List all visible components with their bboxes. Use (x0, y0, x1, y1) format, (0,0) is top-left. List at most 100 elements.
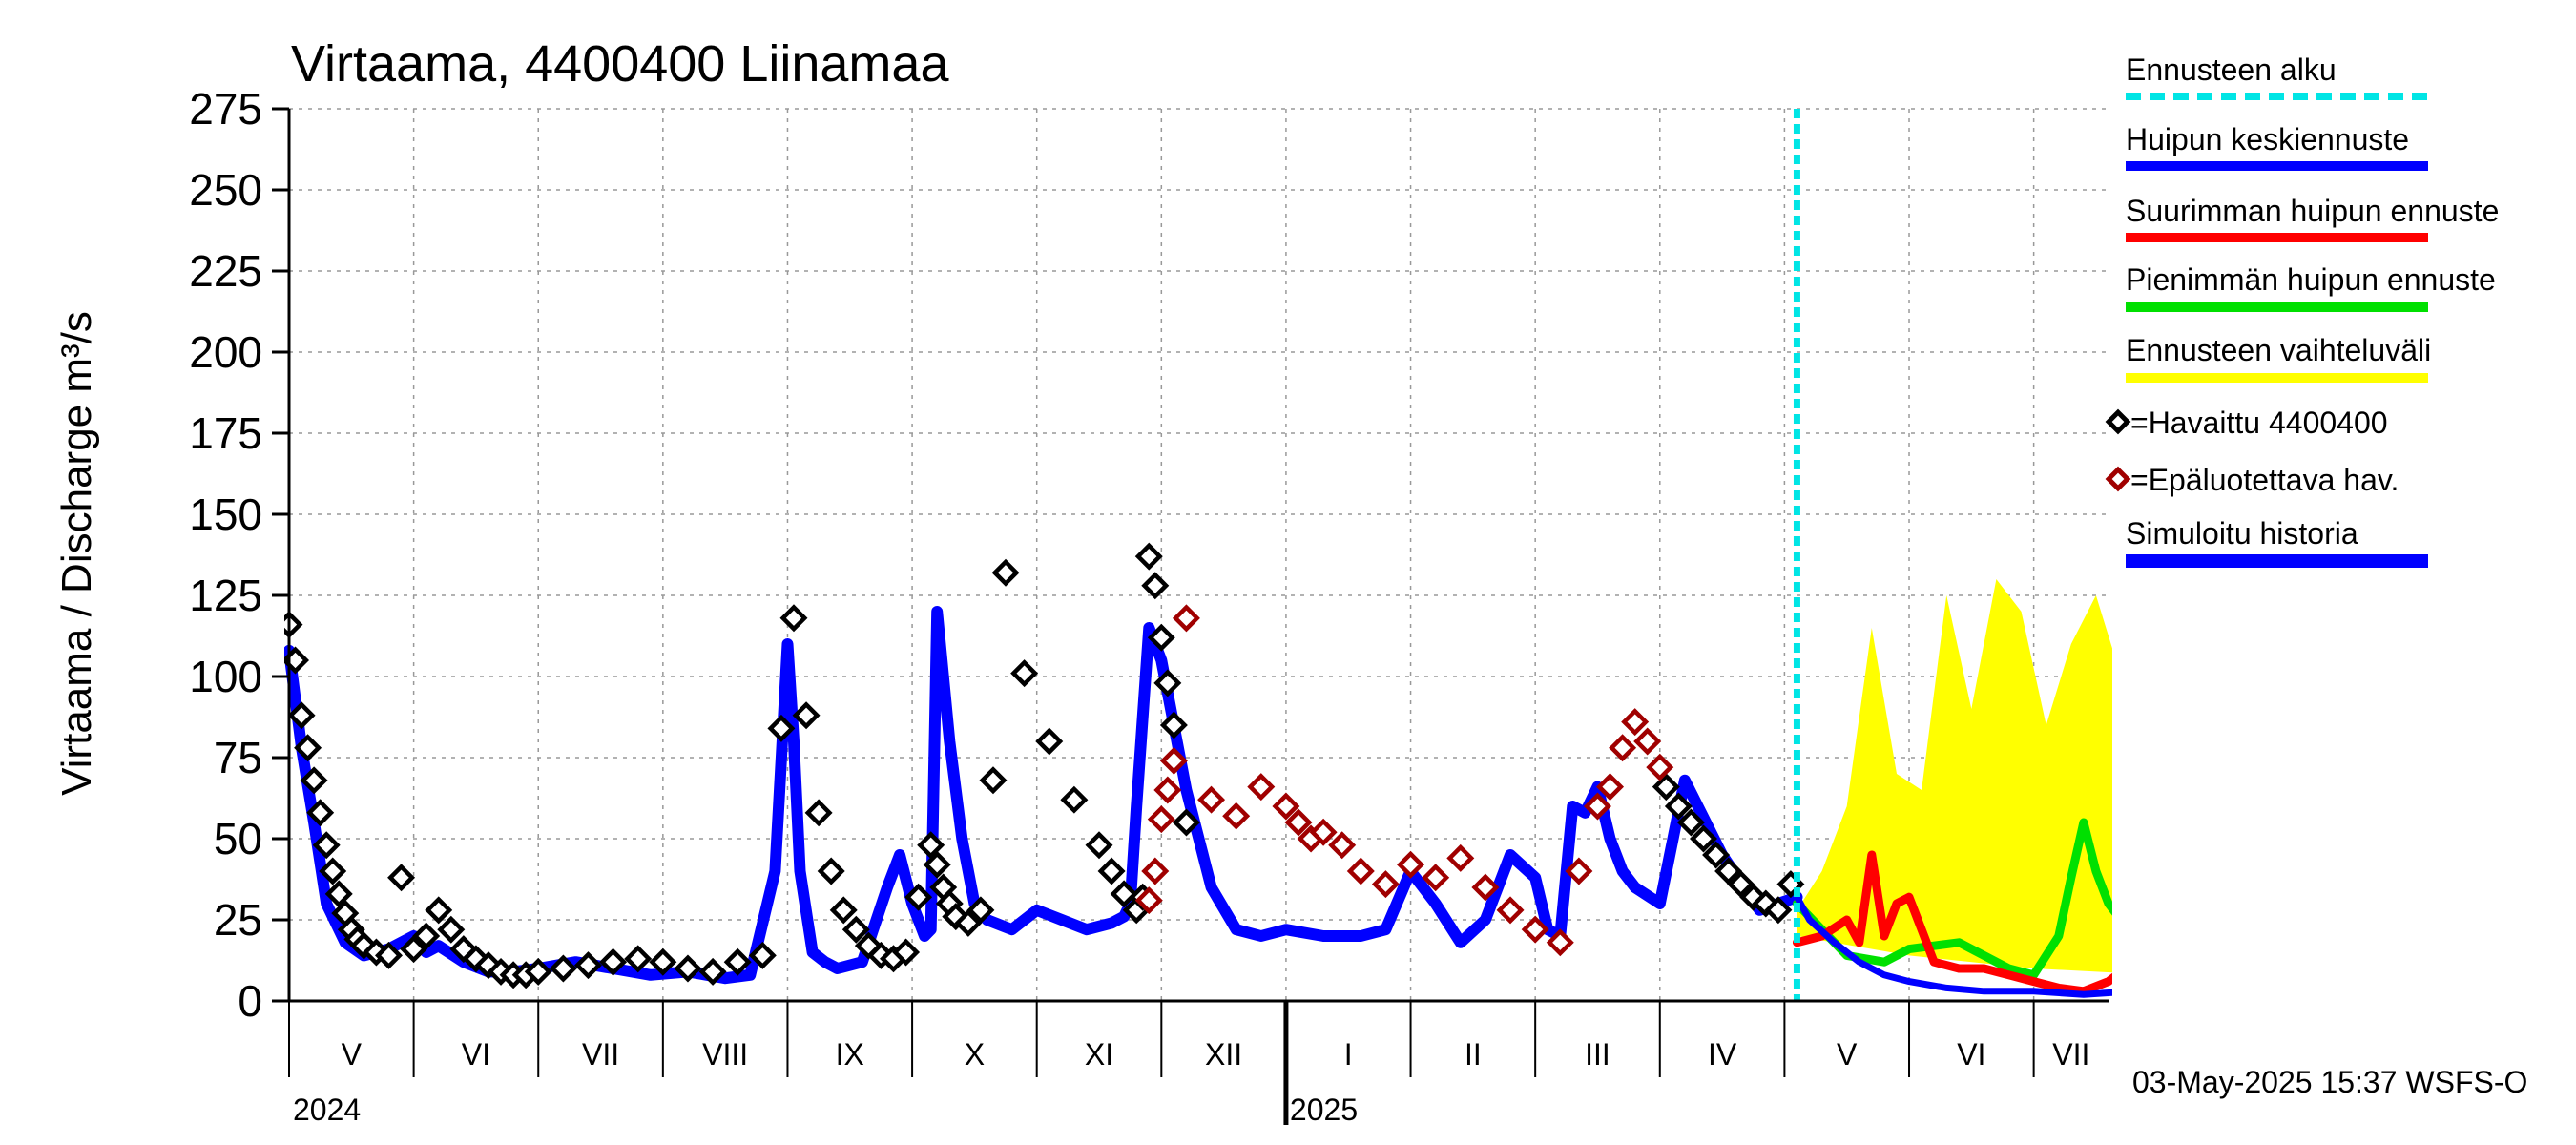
y-tick-label: 200 (189, 327, 262, 377)
legend-max-label: Suurimman huipun ennuste (2126, 194, 2499, 228)
legend-observed-marker (2105, 408, 2131, 435)
unreliable-marker (1546, 928, 1574, 957)
min-peak-forecast-line (1793, 818, 2112, 980)
unreliable-marker (1471, 873, 1500, 902)
observed-marker (723, 947, 752, 976)
unreliable-marker (1159, 746, 1188, 775)
observed-marker (917, 831, 945, 860)
y-tick-label: 100 (189, 652, 262, 701)
observed-marker (1664, 792, 1693, 821)
legend-mean-label: Huipun keskiennuste (2126, 122, 2409, 156)
observed-marker (1147, 623, 1175, 652)
observed-marker (287, 701, 316, 730)
observed-marker (1676, 808, 1705, 837)
unreliable-marker (1633, 727, 1662, 756)
observed-marker (979, 766, 1008, 795)
y-tick-label: 250 (189, 165, 262, 215)
unreliable-marker (1371, 870, 1400, 899)
y-tick-label: 0 (238, 976, 262, 1026)
y-tick-label: 150 (189, 489, 262, 539)
unreliable-marker (1446, 843, 1475, 872)
unreliable-marker (1147, 805, 1175, 834)
legend-observed-label: =Havaittu 4400400 (2130, 406, 2388, 440)
observed-marker (1172, 808, 1200, 837)
unreliable-marker (1565, 857, 1593, 885)
max-peak-forecast-line (1793, 850, 2112, 996)
observed-marker (374, 941, 403, 969)
observed-marker (829, 896, 858, 925)
observed-marker (624, 945, 653, 973)
observed-marker (698, 957, 727, 986)
observed-marker (767, 714, 796, 742)
observed-marker (549, 954, 577, 983)
unreliable-marker (1422, 864, 1450, 892)
observed-marker (892, 938, 921, 967)
observed-marker (524, 957, 552, 986)
chart-title: Virtaama, 4400400 Liinamaa (291, 35, 949, 93)
month-label: II (1465, 1037, 1482, 1072)
unreliable-marker (1284, 808, 1313, 837)
observed-marker (1764, 896, 1793, 925)
month-label: V (342, 1037, 363, 1072)
month-label: X (965, 1037, 985, 1072)
unreliable-marker (1496, 896, 1525, 925)
month-label: VII (582, 1037, 619, 1072)
unreliable-marker (1141, 857, 1170, 885)
unreliable-marker (1197, 785, 1226, 814)
observed-marker (817, 857, 845, 885)
observed-marker (300, 766, 328, 795)
footer-timestamp: 03-May-2025 15:37 WSFS-O (2132, 1065, 2527, 1099)
unreliable-marker (1134, 886, 1163, 915)
observed-marker (1134, 542, 1163, 571)
observed-marker (599, 947, 628, 976)
y-tick-label: 25 (214, 895, 262, 945)
observed-marker (991, 558, 1020, 587)
year-label: 2024 (293, 1093, 361, 1127)
unreliable-marker (1172, 604, 1200, 633)
observed-marker (312, 831, 341, 860)
observed-marker (1035, 727, 1064, 756)
observed-marker (1097, 857, 1126, 885)
observed-marker (923, 850, 951, 879)
unreliable-marker (1397, 850, 1425, 879)
legend-forecast-start-label: Ennusteen alku (2126, 52, 2337, 87)
unreliable-marker (1596, 773, 1625, 802)
unreliable-marker (1222, 802, 1251, 830)
legend-unreliable-marker (2105, 466, 2131, 492)
observed-marker (319, 857, 347, 885)
month-label: XII (1205, 1037, 1242, 1072)
observed-marker (1727, 870, 1755, 899)
observed-marker (748, 941, 777, 969)
unreliable-marker (1609, 734, 1637, 762)
month-label: IV (1708, 1037, 1737, 1072)
legend-min-label: Pienimmän huipun ennuste (2126, 262, 2496, 297)
axes (287, 109, 2109, 1003)
legend-range-label: Ennusteen vaihteluväli (2126, 333, 2431, 367)
observed-marker (966, 896, 995, 925)
unreliable-marker (1247, 773, 1276, 802)
observed-marker (1652, 773, 1680, 802)
month-label: IX (836, 1037, 864, 1072)
observed-marker (904, 883, 933, 911)
y-ticks: 0 25 50 75 100 125 150 175 200 225 250 275 (189, 84, 289, 1026)
unreliable-marker (1583, 792, 1611, 821)
legend-simulated-label: Simuloitu historia (2126, 516, 2358, 551)
observed-marker (1690, 824, 1717, 853)
observed-marker (1702, 841, 1731, 869)
observed-marker (804, 799, 833, 827)
unreliable-marker (1272, 792, 1300, 821)
unreliable-marker (1521, 915, 1549, 944)
month-label: I (1344, 1037, 1353, 1072)
observed-marker (792, 701, 821, 730)
observed-marker (306, 799, 335, 827)
y-tick-label: 225 (189, 246, 262, 296)
observed-marker (841, 915, 870, 944)
month-label: XI (1085, 1037, 1113, 1072)
observed-marker (1085, 831, 1113, 860)
observed-marker (954, 908, 983, 937)
month-label: VI (462, 1037, 490, 1072)
observed-marker (1159, 711, 1188, 739)
month-label: V (1837, 1037, 1858, 1072)
observed-marker (324, 880, 353, 908)
